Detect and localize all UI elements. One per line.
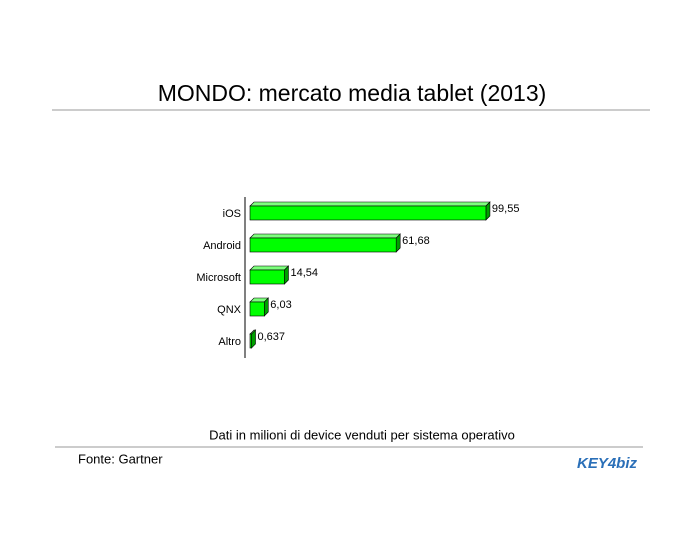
subtitle: Dati in milioni di device venduti per si… — [209, 427, 515, 442]
y-tick-label: Android — [203, 240, 241, 252]
y-tick-label: iOS — [223, 208, 241, 220]
y-tick-label: QNX — [217, 304, 242, 316]
data-label: 14,54 — [290, 267, 318, 279]
data-label: 6,03 — [270, 299, 291, 311]
bar — [249, 237, 397, 253]
bar — [249, 333, 252, 349]
source: Fonte: Gartner — [78, 451, 163, 466]
data-label: 99,55 — [492, 203, 520, 215]
y-tick-label: Microsoft — [196, 272, 241, 284]
bar-top — [249, 233, 401, 239]
data-label: 61,68 — [402, 235, 430, 247]
chart-title: MONDO: mercato media tablet (2013) — [158, 80, 547, 106]
bar — [249, 205, 487, 221]
y-tick-label: Altro — [218, 336, 241, 348]
bar — [249, 301, 265, 317]
bar — [249, 269, 285, 285]
bar-top — [249, 265, 290, 271]
bar-top — [249, 201, 491, 207]
logo: KEY4biz — [577, 455, 638, 472]
data-label: 0,637 — [258, 331, 286, 343]
